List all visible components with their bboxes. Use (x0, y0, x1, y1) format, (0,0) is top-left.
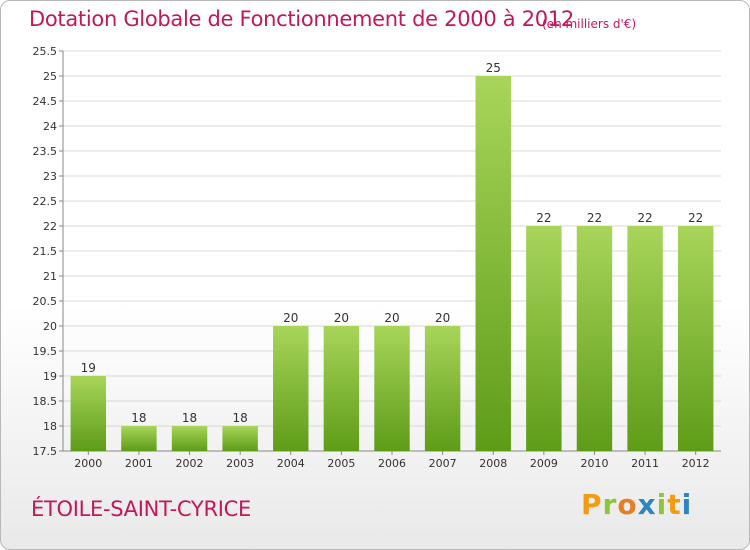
x-tick-label: 2001 (125, 457, 153, 470)
y-tick-label: 18.5 (33, 395, 58, 408)
bar-2003 (222, 426, 258, 451)
x-tick-label: 2007 (429, 457, 457, 470)
y-tick-label: 21 (43, 270, 57, 283)
data-label: 22 (637, 211, 652, 225)
x-tick-label: 2010 (580, 457, 608, 470)
brand-letter: o (617, 488, 638, 521)
bar-2008 (475, 76, 511, 451)
chart-unit: (en milliers d'€) (542, 17, 637, 31)
brand-letter: i (656, 488, 668, 521)
y-tick-label: 24.5 (33, 95, 58, 108)
x-tick-label: 2004 (277, 457, 305, 470)
y-tick-label: 21.5 (33, 245, 58, 258)
brand-letter: t (667, 488, 682, 521)
y-tick-label: 23.5 (33, 145, 58, 158)
x-tick-label: 2003 (226, 457, 254, 470)
y-tick-label: 25.5 (33, 45, 58, 58)
data-label: 22 (587, 211, 602, 225)
bar-2004 (273, 326, 309, 451)
y-tick-label: 19.5 (33, 345, 58, 358)
bar-2012 (677, 226, 714, 451)
bar-2007 (424, 326, 461, 451)
y-tick-label: 20.5 (33, 295, 58, 308)
data-label: 19 (81, 361, 96, 375)
data-label: 20 (435, 311, 450, 325)
brand-letter: r (602, 488, 618, 521)
y-tick-label: 22 (43, 220, 57, 233)
brand-letter: i (681, 488, 693, 521)
bar-chart: 17.5 18 18.5 19 19.5 20 20.5 21 21.5 22 22.5 23 23.5… (33, 45, 721, 470)
commune-name: ÉTOILE-SAINT-CYRICE (31, 497, 251, 521)
y-tick-label: 24 (43, 120, 57, 133)
x-tick-label: 2012 (682, 457, 710, 470)
bar-2011 (627, 226, 663, 451)
chart-title: Dotation Globale de Fonctionnement de 20… (29, 7, 574, 31)
bar-2010 (576, 226, 613, 451)
y-tick-label: 22.5 (33, 195, 58, 208)
x-tick-label: 2002 (176, 457, 204, 470)
bar-2002 (171, 426, 208, 451)
bar-2001 (121, 426, 157, 451)
labels: 19 2000 18 2001 18 2002 18 2003 20 2004 20 2005 20 20… (74, 61, 709, 470)
data-label: 20 (334, 311, 349, 325)
data-label: 20 (384, 311, 399, 325)
data-label: 20 (283, 311, 298, 325)
bar-2000 (70, 376, 107, 451)
proxiti-logo[interactable]: Proxiti (581, 488, 692, 521)
x-tick-label: 2000 (74, 457, 102, 470)
x-tick-label: 2008 (479, 457, 507, 470)
data-label: 22 (536, 211, 551, 225)
y-tick-label: 20 (43, 320, 57, 333)
data-label: 22 (688, 211, 703, 225)
bar-2005 (323, 326, 360, 451)
brand-letter: x (637, 488, 657, 521)
y-tick-label: 25 (43, 70, 57, 83)
data-label: 18 (131, 411, 146, 425)
data-label: 25 (486, 61, 501, 75)
x-tick-label: 2005 (327, 457, 355, 470)
bar-2009 (526, 226, 562, 451)
y-tick-label: 17.5 (33, 445, 58, 458)
bars (70, 76, 714, 451)
x-tick-label: 2006 (378, 457, 406, 470)
data-label: 18 (182, 411, 197, 425)
y-tick-label: 19 (43, 370, 57, 383)
x-tick-label: 2011 (631, 457, 659, 470)
x-tick-label: 2009 (530, 457, 558, 470)
bar-2006 (374, 326, 410, 451)
data-label: 18 (233, 411, 248, 425)
y-tick-label: 23 (43, 170, 57, 183)
y-tick-label: 18 (43, 420, 57, 433)
brand-letter: P (581, 488, 603, 521)
